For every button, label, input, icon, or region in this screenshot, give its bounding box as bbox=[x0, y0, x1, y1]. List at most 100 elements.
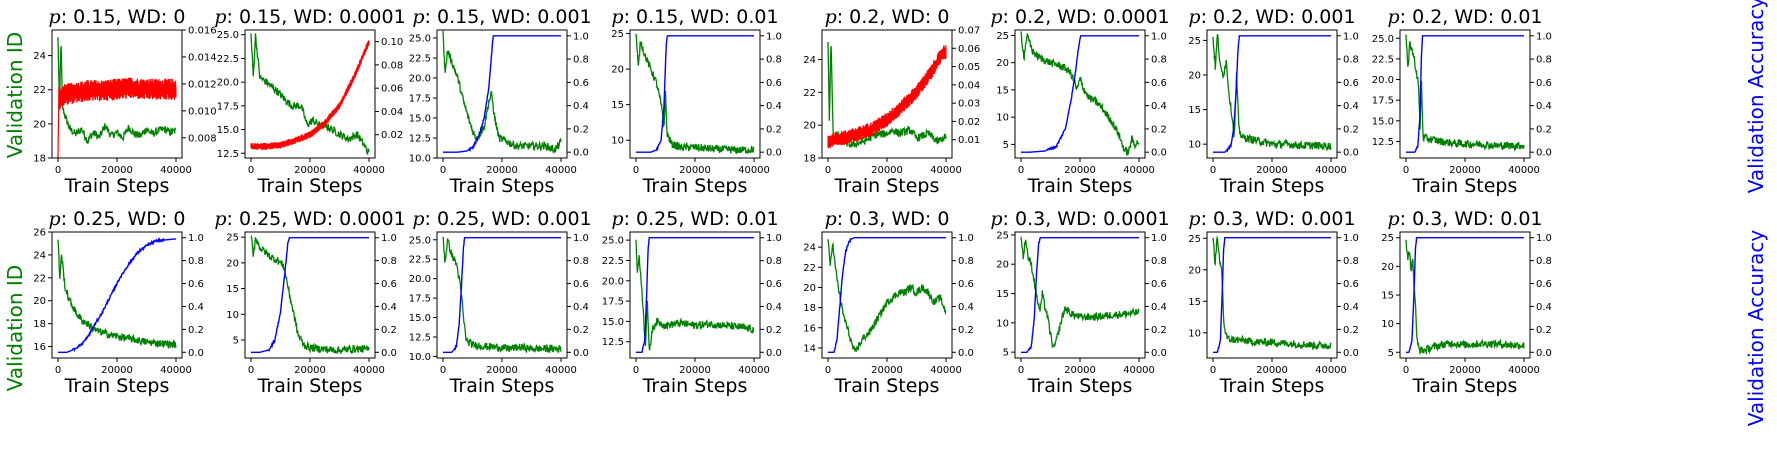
panel-title-var: p bbox=[1387, 6, 1399, 28]
y2-tick-label: 0.2 bbox=[1536, 325, 1552, 336]
y2-tick-label: 0.06 bbox=[381, 84, 403, 95]
y-tick-label: 20 bbox=[33, 119, 46, 130]
y2-tick-label: 1.0 bbox=[1536, 233, 1552, 244]
series-validation-id bbox=[827, 239, 947, 353]
y-tick-label: 22 bbox=[33, 85, 46, 96]
y-tick-label: 10 bbox=[996, 318, 1009, 329]
panel-title-rest: : 0.15, WD: 0.01 bbox=[624, 6, 779, 28]
y-tick-label: 20 bbox=[1188, 265, 1201, 276]
series-validation-accuracy bbox=[1406, 35, 1524, 153]
panel-title-rest: : 0.2, WD: 0.0001 bbox=[1003, 6, 1170, 28]
left-axis-label-row-1: Validation ID bbox=[3, 32, 27, 158]
y2-tick-label: 0.010 bbox=[188, 106, 217, 117]
y2-tick-label: 0.016 bbox=[188, 26, 217, 37]
panel-title-rest: : 0.15, WD: 0 bbox=[61, 6, 186, 28]
plot-area bbox=[635, 237, 755, 353]
y2-tick-label: 0.0 bbox=[1343, 148, 1359, 159]
plot-area bbox=[442, 30, 562, 154]
y2-tick-label: 0.02 bbox=[958, 117, 980, 128]
x-tick-label: 0 bbox=[1403, 165, 1409, 176]
x-tick-label: 20000 bbox=[486, 165, 518, 176]
y2-tick-label: 0.0 bbox=[1151, 148, 1167, 159]
y-tick-label: 20 bbox=[803, 121, 816, 132]
x-tick-label: 40000 bbox=[1123, 165, 1155, 176]
y-tick-label: 17.5 bbox=[409, 294, 431, 305]
y2-tick-label: 0.6 bbox=[1343, 78, 1359, 89]
y-tick-label: 17.5 bbox=[217, 101, 239, 112]
plot-area bbox=[1020, 236, 1140, 353]
x-tick-label: 20000 bbox=[1256, 365, 1288, 376]
y2-tick-label: 0.8 bbox=[1343, 55, 1359, 66]
y2-tick-label: 0.0 bbox=[1536, 348, 1552, 359]
x-tick-label: 0 bbox=[440, 365, 446, 376]
panel-title: p: 0.15, WD: 0.01 bbox=[611, 6, 778, 28]
y-tick-label: 25 bbox=[611, 29, 624, 40]
x-tick-label: 40000 bbox=[738, 165, 770, 176]
panel-title-var: p bbox=[214, 208, 226, 230]
panel-frame bbox=[436, 29, 568, 159]
y2-tick-label: 0.6 bbox=[766, 78, 782, 89]
y2-tick-label: 1.0 bbox=[381, 233, 397, 244]
y2-tick-label: 0.6 bbox=[573, 279, 589, 290]
panel-title-rest: : 0.3, WD: 0.01 bbox=[1400, 208, 1543, 230]
panel-frame bbox=[1399, 231, 1531, 359]
x-tick-label: 0 bbox=[1210, 365, 1216, 376]
y-tick-label: 20 bbox=[996, 260, 1009, 271]
y-tick-label: 25.0 bbox=[217, 30, 239, 41]
y-tick-label: 22.5 bbox=[409, 255, 431, 266]
y2-tick-label: 0.4 bbox=[766, 101, 782, 112]
y-tick-label: 24 bbox=[803, 243, 816, 254]
x-tick-label: 0 bbox=[1018, 165, 1024, 176]
panel-frame bbox=[51, 231, 183, 359]
series-validation-id bbox=[1020, 236, 1140, 349]
panel-title: p: 0.2, WD: 0.01 bbox=[1387, 6, 1542, 28]
y2-tick-label: 0.6 bbox=[766, 279, 782, 290]
panel-frame bbox=[1014, 231, 1146, 359]
panel-frame bbox=[821, 29, 953, 159]
x-tick-label: 0 bbox=[1018, 365, 1024, 376]
series-validation-id bbox=[442, 236, 562, 354]
y-tick-label: 15 bbox=[996, 289, 1009, 300]
y-tick-label: 15.0 bbox=[409, 313, 431, 324]
y2-tick-label: 0.6 bbox=[381, 279, 397, 290]
y-tick-label: 25 bbox=[1188, 234, 1201, 245]
series-validation-accuracy bbox=[1406, 237, 1524, 353]
x-axis-label: Train Steps bbox=[834, 375, 940, 397]
panel-title-var: p bbox=[990, 208, 1002, 230]
x-axis-label: Train Steps bbox=[64, 175, 170, 197]
y-tick-label: 16 bbox=[33, 342, 46, 353]
y-tick-label: 22.5 bbox=[602, 256, 624, 267]
y-tick-label: 20 bbox=[226, 258, 239, 269]
x-tick-label: 20000 bbox=[1449, 165, 1481, 176]
x-tick-label: 20000 bbox=[1064, 365, 1096, 376]
x-tick-label: 40000 bbox=[1123, 365, 1155, 376]
x-tick-label: 40000 bbox=[738, 365, 770, 376]
y-tick-label: 22 bbox=[803, 263, 816, 274]
panel-frame bbox=[629, 29, 761, 159]
y-tick-label: 15 bbox=[1188, 105, 1201, 116]
y2-tick-label: 1.0 bbox=[573, 31, 589, 42]
panel-title-rest: : 0.3, WD: 0.0001 bbox=[1003, 208, 1170, 230]
panel-title-var: p bbox=[412, 6, 424, 28]
panel-title-var: p bbox=[825, 6, 837, 28]
y2-tick-label: 1.0 bbox=[573, 233, 589, 244]
y-tick-label: 25 bbox=[996, 31, 1009, 42]
panel-title: p: 0.15, WD: 0 bbox=[49, 6, 186, 28]
plot-area bbox=[827, 237, 947, 353]
x-axis-label: Train Steps bbox=[449, 375, 555, 397]
y-tick-label: 15.0 bbox=[217, 125, 239, 136]
panel-title: p: 0.2, WD: 0.0001 bbox=[990, 6, 1169, 28]
series-validation-id bbox=[250, 234, 370, 355]
x-tick-label: 40000 bbox=[1508, 165, 1540, 176]
series-validation-id bbox=[635, 33, 755, 155]
plot-area bbox=[1020, 31, 1140, 156]
series-validation-id bbox=[1405, 239, 1525, 356]
y2-tick-label: 0.02 bbox=[381, 130, 403, 141]
y-tick-label: 20 bbox=[1381, 262, 1394, 273]
panel-title-rest: : 0.3, WD: 0.001 bbox=[1201, 208, 1356, 230]
y2-tick-label: 0.8 bbox=[766, 55, 782, 66]
y2-tick-label: 0.08 bbox=[381, 60, 403, 71]
